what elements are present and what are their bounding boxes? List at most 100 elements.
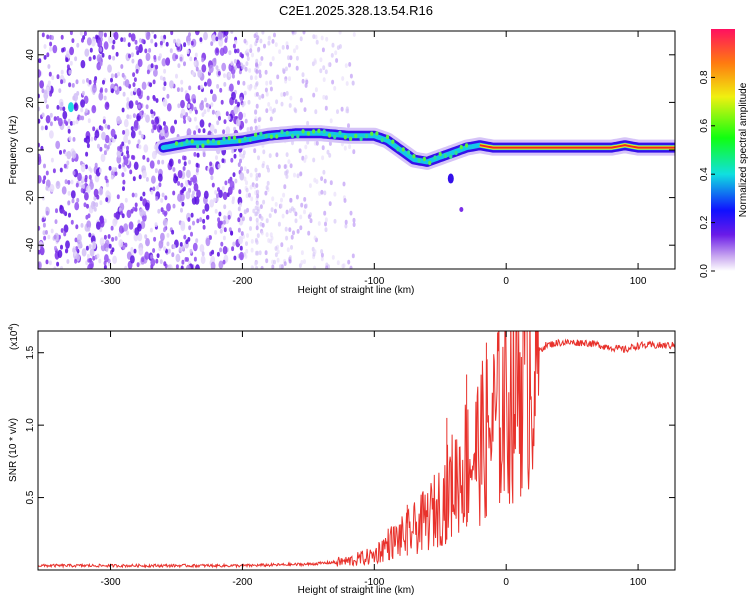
spectrogram-cell <box>138 38 142 43</box>
spectrogram-cell <box>320 189 324 195</box>
spectrogram-cell <box>164 195 168 201</box>
spectrogram-cell <box>192 190 195 196</box>
spectrogram-cell <box>199 119 205 128</box>
spectrogram-cell <box>87 226 91 232</box>
spectrogram-cell <box>294 218 298 224</box>
spectrogram-cell <box>142 155 146 160</box>
spectrogram-cell <box>140 133 144 139</box>
spectrogram-cell <box>149 82 153 88</box>
spectrogram-cell <box>307 230 311 236</box>
spectrogram-cell <box>280 242 284 248</box>
spectrogram-cell <box>107 234 111 239</box>
spectrogram-cell <box>146 95 150 101</box>
spectrogram-cell <box>138 130 142 136</box>
ridge-peak <box>401 147 405 152</box>
spectrogram-cell <box>243 166 247 172</box>
spectrogram-cell <box>69 121 73 126</box>
spectrogram-cell <box>261 163 265 169</box>
spectrogram-cell <box>165 41 169 47</box>
spectrogram-cell <box>299 225 303 231</box>
spectrogram-cell <box>150 38 154 44</box>
spectrogram-cell <box>214 190 218 195</box>
spectrogram-cell <box>113 212 117 218</box>
spectrogram-cell <box>138 144 142 150</box>
spectrogram-cell <box>57 249 63 259</box>
spectrogram-cell <box>247 99 251 105</box>
spectrogram-cell <box>131 192 135 198</box>
spectrogram-cell <box>162 210 166 215</box>
spectrogram-cell <box>49 184 55 193</box>
spectrogram-cell <box>145 177 149 182</box>
spectrogram-cell <box>202 209 206 214</box>
spectrogram-cell <box>313 265 317 269</box>
spectrogram-cell <box>221 158 225 164</box>
spectrogram-cell <box>324 95 328 101</box>
spectrogram-cell <box>142 191 146 197</box>
spectrogram-cell <box>304 203 308 209</box>
colorbar-tick-label: 0.8 <box>699 70 710 84</box>
x-tick-label: 100 <box>630 276 647 287</box>
spectrogram-cell <box>237 227 241 233</box>
spectrogram-cell <box>111 44 115 50</box>
spectrogram-cell <box>259 38 263 44</box>
spectrogram-cell <box>72 95 76 101</box>
spectrogram-cell <box>62 110 68 120</box>
spectrogram-cell <box>169 80 174 89</box>
spectrogram-cell <box>202 128 206 134</box>
spectrogram-cell <box>205 237 211 247</box>
spectrogram-cell <box>85 214 89 220</box>
snr-multiplier-close: ) <box>9 323 20 326</box>
snr-multiplier-exponent: 4 <box>8 327 15 331</box>
spectrogram-cell <box>216 84 220 89</box>
spectrogram-cell <box>102 119 106 124</box>
spectrogram-cell <box>115 51 119 57</box>
spectrogram-cell <box>239 202 242 208</box>
spectrogram-cell <box>241 102 245 108</box>
spectrogram-cell <box>160 128 165 137</box>
spectrogram-cell <box>239 251 244 261</box>
spectrogram-cell <box>194 109 198 115</box>
spectrogram-cell <box>244 209 247 215</box>
spectrogram-cell <box>83 137 87 143</box>
spectrogram-cell <box>330 53 334 58</box>
spectrogram-cell <box>306 120 310 126</box>
spectrogram-cell <box>122 186 125 192</box>
spectrogram-cell <box>249 172 253 178</box>
spectrogram-cell <box>151 119 155 125</box>
spectrogram-cell <box>299 97 303 103</box>
spectrogram-cell <box>75 79 79 85</box>
spectrogram-cell <box>39 246 45 256</box>
spectrogram-cell <box>260 56 264 61</box>
y-tick-label: 20 <box>25 96 36 108</box>
spectrogram-cell <box>139 44 143 49</box>
spectrogram-cell <box>196 152 200 158</box>
spectrogram-cell <box>284 226 288 232</box>
spectrogram-cell <box>123 156 129 166</box>
spectrogram-cell <box>234 99 238 104</box>
spectrogram-cell <box>295 65 299 71</box>
spectrogram-cell <box>273 32 276 38</box>
spectrogram-cell <box>252 208 256 214</box>
spectrogram-cell <box>211 34 217 43</box>
spectrogram-cell <box>284 66 288 72</box>
spectrogram-cell <box>322 65 326 71</box>
spectrogram-cell <box>254 237 258 243</box>
spectrogram-cell <box>180 99 185 109</box>
spectrogram-cell <box>46 34 50 40</box>
spectrogram-cell <box>188 225 192 231</box>
spectrogram-cell <box>234 178 238 184</box>
spectrogram-cell <box>352 32 356 37</box>
spectrogram-cell <box>54 245 57 251</box>
spectrogram-cell <box>87 118 91 124</box>
spectrogram-cell <box>352 222 356 228</box>
spectrogram-cell <box>75 224 79 230</box>
spectrogram-cell <box>44 89 48 95</box>
spectrogram-cell <box>283 184 287 190</box>
y-tick-label: -40 <box>25 238 36 253</box>
spectrogram-cell <box>74 237 78 243</box>
spectrogram-cell <box>104 134 110 144</box>
spectrogram-cell <box>130 52 134 58</box>
spectrogram-cell <box>60 69 64 75</box>
spectrogram-cell <box>52 168 56 174</box>
spectrogram-cell <box>324 105 328 111</box>
